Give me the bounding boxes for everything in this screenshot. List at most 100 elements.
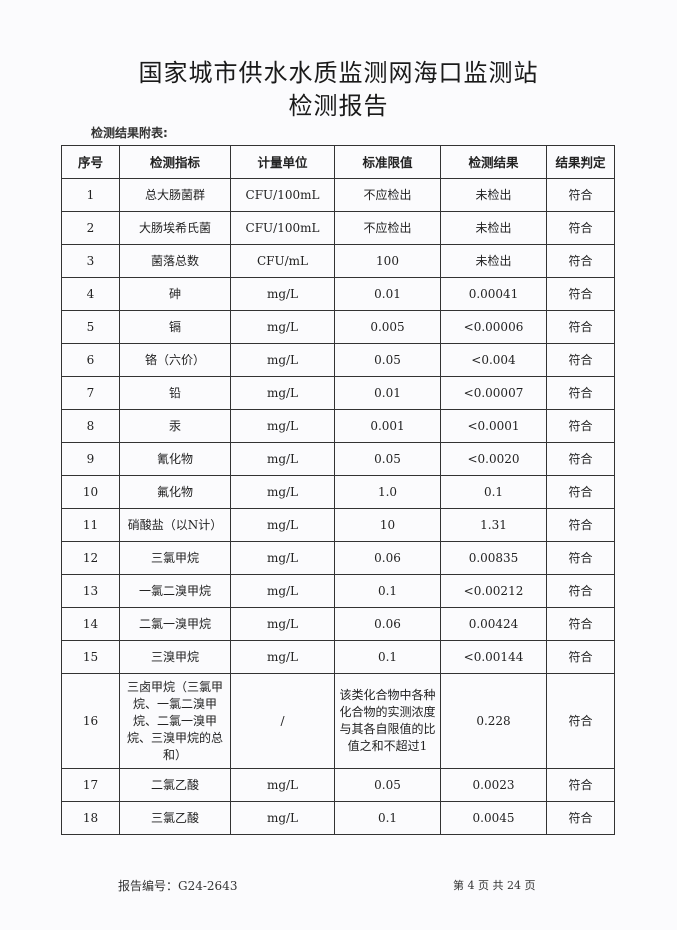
cell-result: 0.0023 [440,768,547,802]
cell-unit: mg/L [230,442,335,476]
cell-limit: 0.005 [334,310,441,344]
cell-indicator: 三溴甲烷 [119,640,231,674]
cell-unit: mg/L [230,277,335,311]
cell-result: 未检出 [440,211,547,245]
cell-judgement: 符合 [546,607,615,641]
header-col-judgement: 结果判定 [546,145,615,179]
cell-limit: 0.001 [334,409,441,443]
table-row: 16 三卤甲烷（三氯甲烷、一氯二溴甲烷、二氯一溴甲烷、三溴甲烷的总和） / 该类化合物… [61,673,615,769]
cell-unit: CFU/mL [230,244,335,278]
cell-index: 16 [61,673,120,769]
cell-unit: mg/L [230,508,335,542]
cell-index: 12 [61,541,120,575]
table-header: 序号 检测指标 计量单位 标准限值 检测结果 结果判定 [61,145,615,179]
cell-index: 11 [61,508,120,542]
cell-indicator: 硝酸盐（以N计） [119,508,231,542]
table-row: 5 镉 mg/L 0.005 <0.00006 符合 [61,310,615,344]
cell-indicator: 铬（六价） [119,343,231,377]
cell-judgement: 符合 [546,277,615,311]
header-col-limit: 标准限值 [334,145,441,179]
cell-judgement: 符合 [546,244,615,278]
cell-result: 1.31 [440,508,547,542]
cell-indicator: 二氯一溴甲烷 [119,607,231,641]
table-row: 18 三氯乙酸 mg/L 0.1 0.0045 符合 [61,801,615,835]
cell-indicator: 铅 [119,376,231,410]
cell-indicator: 三氯乙酸 [119,801,231,835]
cell-indicator: 总大肠菌群 [119,178,231,212]
header-col-indicator: 检测指标 [119,145,231,179]
cell-result: <0.0020 [440,442,547,476]
cell-result: <0.00006 [440,310,547,344]
cell-unit: / [230,673,335,769]
cell-judgement: 符合 [546,508,615,542]
cell-index: 7 [61,376,120,410]
cell-limit: 1.0 [334,475,441,509]
cell-unit: mg/L [230,475,335,509]
cell-index: 17 [61,768,120,802]
cell-indicator: 一氯二溴甲烷 [119,574,231,608]
cell-result: 0.1 [440,475,547,509]
cell-unit: mg/L [230,640,335,674]
table-row: 17 二氯乙酸 mg/L 0.05 0.0023 符合 [61,768,615,802]
cell-judgement: 符合 [546,475,615,509]
cell-limit: 10 [334,508,441,542]
cell-limit: 0.1 [334,640,441,674]
cell-result: 0.0045 [440,801,547,835]
cell-index: 10 [61,475,120,509]
cell-unit: mg/L [230,409,335,443]
cell-limit: 不应检出 [334,211,441,245]
cell-limit: 0.05 [334,343,441,377]
cell-judgement: 符合 [546,343,615,377]
cell-unit: mg/L [230,768,335,802]
cell-judgement: 符合 [546,574,615,608]
cell-limit: 0.05 [334,768,441,802]
table-row: 14 二氯一溴甲烷 mg/L 0.06 0.00424 符合 [61,607,615,641]
cell-judgement: 符合 [546,178,615,212]
cell-unit: mg/L [230,801,335,835]
cell-result: 0.00835 [440,541,547,575]
page-number: 第 4 页 共 24 页 [453,879,536,892]
cell-result: 0.00424 [440,607,547,641]
cell-result: <0.004 [440,343,547,377]
cell-result: <0.0001 [440,409,547,443]
cell-indicator: 三氯甲烷 [119,541,231,575]
cell-indicator: 菌落总数 [119,244,231,278]
cell-limit: 0.06 [334,607,441,641]
cell-judgement: 符合 [546,673,615,769]
cell-unit: CFU/100mL [230,211,335,245]
cell-judgement: 符合 [546,211,615,245]
cell-limit: 0.05 [334,442,441,476]
cell-index: 14 [61,607,120,641]
cell-index: 6 [61,343,120,377]
cell-limit: 0.01 [334,277,441,311]
table-row: 8 汞 mg/L 0.001 <0.0001 符合 [61,409,615,443]
cell-limit: 0.01 [334,376,441,410]
cell-limit: 0.1 [334,574,441,608]
cell-indicator: 镉 [119,310,231,344]
cell-judgement: 符合 [546,409,615,443]
cell-indicator: 大肠埃希氏菌 [119,211,231,245]
cell-index: 8 [61,409,120,443]
cell-index: 3 [61,244,120,278]
header-col-unit: 计量单位 [230,145,335,179]
cell-judgement: 符合 [546,376,615,410]
cell-indicator: 二氯乙酸 [119,768,231,802]
table-caption: 检测结果附表: [91,126,168,140]
cell-result: 0.228 [440,673,547,769]
cell-unit: mg/L [230,376,335,410]
table-row: 12 三氯甲烷 mg/L 0.06 0.00835 符合 [61,541,615,575]
cell-result: <0.00007 [440,376,547,410]
cell-unit: mg/L [230,310,335,344]
header-col-result: 检测结果 [440,145,547,179]
cell-index: 4 [61,277,120,311]
cell-limit: 不应检出 [334,178,441,212]
cell-limit: 100 [334,244,441,278]
header-col-index: 序号 [61,145,120,179]
cell-limit: 该类化合物中各种化合物的实测浓度与其各自限值的比值之和不超过1 [334,673,441,769]
results-table: 序号 检测指标 计量单位 标准限值 检测结果 结果判定 1 总大肠菌群 CFU/100mL 不应… [61,145,615,835]
table-row: 6 铬（六价） mg/L 0.05 <0.004 符合 [61,343,615,377]
cell-indicator: 砷 [119,277,231,311]
cell-index: 1 [61,178,120,212]
cell-judgement: 符合 [546,442,615,476]
cell-judgement: 符合 [546,768,615,802]
